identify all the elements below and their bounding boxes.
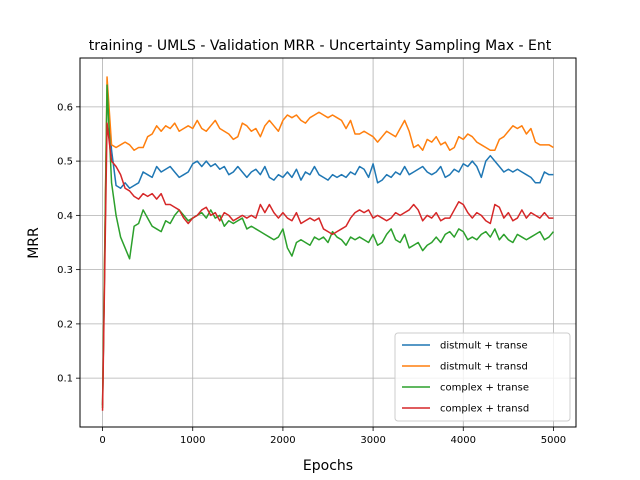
series-line-4 <box>101 122 554 411</box>
y-axis-title: MRR <box>26 227 42 259</box>
x-tick-label: 5000 <box>541 435 566 446</box>
legend-label-1: distmult + transe <box>440 341 528 352</box>
y-axis-ticks: 0.1 0.2 0.3 0.4 0.5 0.6 <box>57 102 80 385</box>
legend: distmult + transe distmult + transd comple… <box>394 332 571 422</box>
x-tick-label: 2000 <box>270 435 295 446</box>
legend-label-4: complex + transd <box>440 404 529 415</box>
x-axis-title: Epochs <box>303 458 353 474</box>
series-line-2 <box>101 76 554 406</box>
x-axis-ticks: 0 1000 2000 3000 4000 5000 <box>99 427 566 446</box>
series-line-1 <box>101 95 554 406</box>
y-tick-label: 0.3 <box>57 265 73 276</box>
y-tick-label: 0.4 <box>57 211 73 222</box>
chart-title: training - UMLS - Validation MRR - Uncer… <box>89 38 552 54</box>
series-line-3 <box>101 84 555 409</box>
x-tick-label: 3000 <box>360 435 385 446</box>
legend-label-2: distmult + transd <box>440 362 528 373</box>
x-tick-label: 4000 <box>451 435 476 446</box>
y-tick-label: 0.5 <box>57 157 73 168</box>
legend-label-3: complex + transe <box>440 383 529 394</box>
legend-box <box>394 332 571 422</box>
series-lines <box>101 76 555 411</box>
x-tick-label: 0 <box>99 435 105 446</box>
y-tick-label: 0.6 <box>57 102 73 113</box>
y-tick-label: 0.1 <box>57 374 73 385</box>
x-tick-label: 1000 <box>180 435 205 446</box>
y-tick-label: 0.2 <box>57 319 73 330</box>
plot-area-frame <box>79 57 577 428</box>
